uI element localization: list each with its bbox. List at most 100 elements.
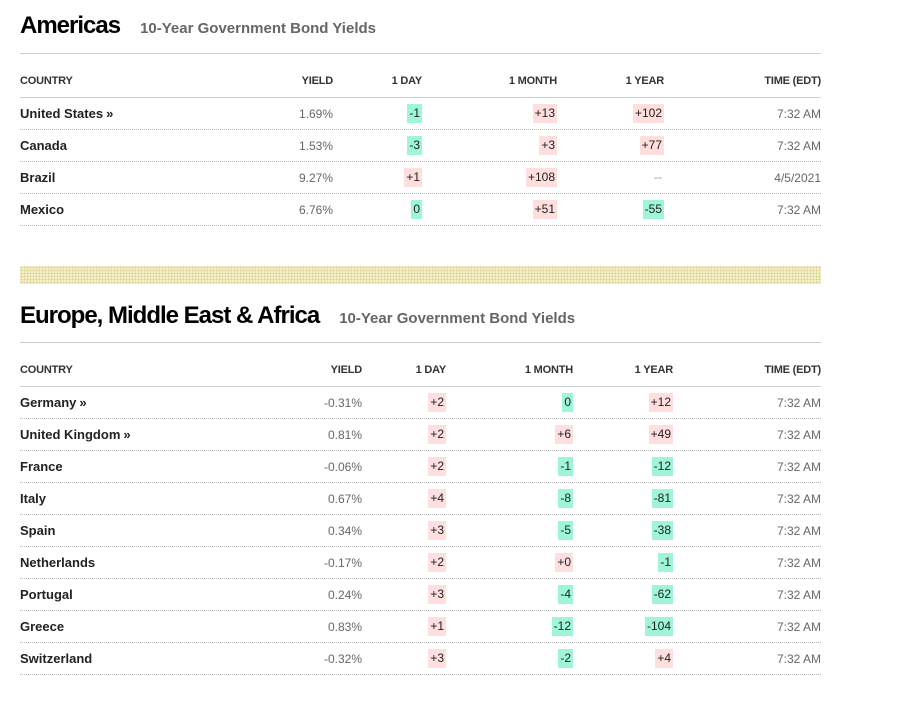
country-link-arrow[interactable]: » xyxy=(79,395,87,410)
col-time[interactable]: TIME (EDT) xyxy=(764,364,821,376)
change-badge: +4 xyxy=(428,489,446,508)
change-1day: -1 xyxy=(407,98,422,129)
change-badge: +3 xyxy=(428,521,446,540)
col-yield[interactable]: YIELD xyxy=(301,75,334,87)
change-badge: +13 xyxy=(532,104,557,123)
change-1month: +6 xyxy=(555,419,573,450)
country-name[interactable]: Germany» xyxy=(20,387,87,418)
change-badge: +6 xyxy=(555,425,573,444)
time-value: 7:32 AM xyxy=(776,523,821,538)
change-badge: +4 xyxy=(655,649,673,668)
change-1day: +2 xyxy=(428,451,446,482)
yield-value: 1.69% xyxy=(298,106,333,121)
change-1year: -104 xyxy=(644,611,673,642)
change-badge: -5 xyxy=(558,521,573,540)
change-badge: +3 xyxy=(428,649,446,668)
table-row: Canada 1.53% -3 +3 +77 7:32 AM xyxy=(20,130,821,162)
change-badge: +12 xyxy=(648,393,673,412)
change-1year: +49 xyxy=(648,419,673,450)
col-1month[interactable]: 1 MONTH xyxy=(524,364,573,376)
emea-header: Europe, Middle East & Africa 10-Year Gove… xyxy=(20,302,575,330)
change-1month: +108 xyxy=(525,162,557,193)
yield-value: 6.76% xyxy=(298,202,333,217)
time-value: 7:32 AM xyxy=(776,491,821,506)
yield-value: -0.32% xyxy=(323,651,362,666)
change-1day: +1 xyxy=(404,162,422,193)
time-value: 7:32 AM xyxy=(776,427,821,442)
change-badge: +49 xyxy=(648,425,673,444)
americas-table-header: COUNTRY YIELD 1 DAY 1 MONTH 1 YEAR TIME … xyxy=(20,65,821,98)
table-row: United States» 1.69% -1 +13 +102 7:32 AM xyxy=(20,98,821,130)
change-1month: -8 xyxy=(558,483,573,514)
table-row: Portugal 0.24% +3 -4 -62 7:32 AM xyxy=(20,579,821,611)
country-label: Mexico xyxy=(20,202,65,217)
country-name: France xyxy=(20,451,63,482)
time-value: 7:32 AM xyxy=(776,106,821,121)
col-1year[interactable]: 1 YEAR xyxy=(634,364,674,376)
table-row: Netherlands -0.17% +2 +0 -1 7:32 AM xyxy=(20,547,821,579)
country-label[interactable]: Germany xyxy=(20,395,77,410)
country-name: Mexico xyxy=(20,194,64,225)
change-1year: -12 xyxy=(651,451,673,482)
time-value: 7:32 AM xyxy=(776,138,821,153)
table-row: United Kingdom» 0.81% +2 +6 +49 7:32 AM xyxy=(20,419,821,451)
table-row: Greece 0.83% +1 -12 -104 7:32 AM xyxy=(20,611,821,643)
change-badge: -38 xyxy=(651,521,673,540)
change-badge: -104 xyxy=(644,617,673,636)
change-1month: -4 xyxy=(558,579,573,610)
change-badge: +2 xyxy=(428,553,446,572)
yield-value: 9.27% xyxy=(298,170,333,185)
col-1day[interactable]: 1 DAY xyxy=(391,75,423,87)
col-1day[interactable]: 1 DAY xyxy=(415,364,447,376)
time-value: 7:32 AM xyxy=(776,619,821,634)
col-time[interactable]: TIME (EDT) xyxy=(764,75,821,87)
change-1year: -62 xyxy=(651,579,673,610)
emea-title: Europe, Middle East & Africa xyxy=(20,302,320,329)
country-name[interactable]: United Kingdom» xyxy=(20,419,131,450)
change-1year: -38 xyxy=(651,515,673,546)
table-row: Germany» -0.31% +2 0 +12 7:32 AM xyxy=(20,387,821,419)
change-1year: -- xyxy=(652,162,664,193)
change-badge: -1 xyxy=(407,104,422,123)
col-1year[interactable]: 1 YEAR xyxy=(625,75,665,87)
table-row: Spain 0.34% +3 -5 -38 7:32 AM xyxy=(20,515,821,547)
yield-value: 0.81% xyxy=(327,427,362,442)
country-label[interactable]: United Kingdom xyxy=(20,427,121,442)
time-value: 7:32 AM xyxy=(776,651,821,666)
yield-value: 0.67% xyxy=(327,491,362,506)
change-badge: +2 xyxy=(428,425,446,444)
country-label[interactable]: United States xyxy=(20,106,104,121)
change-1day: +2 xyxy=(428,547,446,578)
col-country[interactable]: COUNTRY xyxy=(20,75,73,87)
change-1day: +1 xyxy=(428,611,446,642)
table-row: Switzerland -0.32% +3 -2 +4 7:32 AM xyxy=(20,643,821,675)
americas-subtitle: 10-Year Government Bond Yields xyxy=(140,20,376,37)
country-label: Spain xyxy=(20,523,56,538)
col-yield[interactable]: YIELD xyxy=(330,364,363,376)
change-1year: -81 xyxy=(651,483,673,514)
country-name[interactable]: United States» xyxy=(20,98,113,129)
americas-header-rule xyxy=(20,53,821,54)
change-1month: +13 xyxy=(532,98,557,129)
col-country[interactable]: COUNTRY xyxy=(20,364,73,376)
change-badge: +51 xyxy=(532,200,557,219)
americas-header: Americas 10-Year Government Bond Yields xyxy=(20,12,376,40)
change-1month: -2 xyxy=(558,643,573,674)
change-badge: +2 xyxy=(428,457,446,476)
emea-table-header: COUNTRY YIELD 1 DAY 1 MONTH 1 YEAR TIME … xyxy=(20,354,821,387)
col-1month[interactable]: 1 MONTH xyxy=(508,75,557,87)
yield-value: 0.24% xyxy=(327,587,362,602)
country-link-arrow[interactable]: » xyxy=(106,106,114,121)
change-badge: +1 xyxy=(404,168,422,187)
change-badge: +77 xyxy=(639,136,664,155)
change-1year: -55 xyxy=(642,194,664,225)
table-row: Mexico 6.76% 0 +51 -55 7:32 AM xyxy=(20,194,821,226)
change-badge: +3 xyxy=(539,136,557,155)
table-row: France -0.06% +2 -1 -12 7:32 AM xyxy=(20,451,821,483)
change-badge: -8 xyxy=(558,489,573,508)
change-badge: -1 xyxy=(658,553,673,572)
change-badge: +3 xyxy=(428,585,446,604)
country-link-arrow[interactable]: » xyxy=(123,427,131,442)
country-label: France xyxy=(20,459,63,474)
change-1year: +4 xyxy=(655,643,673,674)
